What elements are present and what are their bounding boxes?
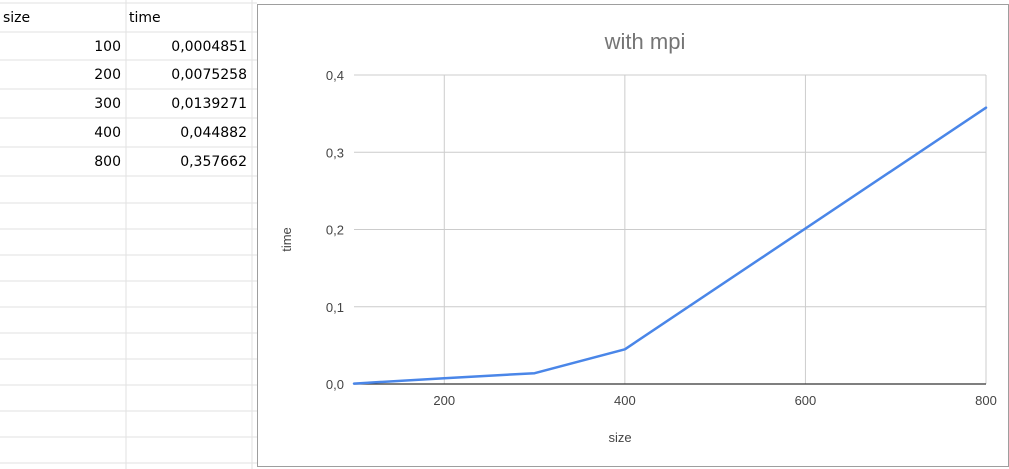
embedded-chart[interactable]: with mpi 0,0 0,1 0,2 0,3 0,4 200 400 600 800 size t… — [257, 4, 1009, 467]
x-tick-label: 800 — [975, 393, 997, 408]
x-tick-label: 400 — [614, 393, 636, 408]
line-chart: with mpi 0,0 0,1 0,2 0,3 0,4 200 400 600 800 size t… — [279, 29, 997, 445]
x-tick-label: 200 — [433, 393, 455, 408]
cell-size-row-2[interactable]: 200 — [94, 67, 121, 83]
cell-size-row-5[interactable]: 800 — [94, 154, 121, 170]
cell-time-row-5[interactable]: 0,357662 — [180, 154, 247, 170]
cell-size-row-4[interactable]: 400 — [94, 125, 121, 141]
y-tick-label: 0,3 — [326, 145, 344, 160]
cell-time-row-1[interactable]: 0,0004851 — [171, 39, 247, 55]
x-tick-label: 600 — [795, 393, 817, 408]
y-axis-label: time — [279, 227, 294, 252]
cell-time-row-2[interactable]: 0,0075258 — [171, 67, 247, 83]
cell-gridlines — [0, 0, 257, 469]
series-line — [352, 106, 988, 385]
y-tick-label: 0,1 — [326, 300, 344, 315]
cell-time-row-4[interactable]: 0,044882 — [180, 125, 247, 141]
cell-size-row-3[interactable]: 300 — [94, 96, 121, 112]
y-tick-label: 0,0 — [326, 377, 344, 392]
cell-size-row-1[interactable]: 100 — [94, 39, 121, 55]
y-tick-label: 0,4 — [326, 68, 344, 83]
y-tick-label: 0,2 — [326, 223, 344, 238]
x-axis-label: size — [608, 430, 631, 445]
chart-title: with mpi — [604, 29, 686, 54]
cell-time-row-3[interactable]: 0,0139271 — [171, 96, 247, 112]
column-header-time[interactable]: time — [129, 10, 161, 26]
column-header-size[interactable]: size — [3, 10, 31, 26]
